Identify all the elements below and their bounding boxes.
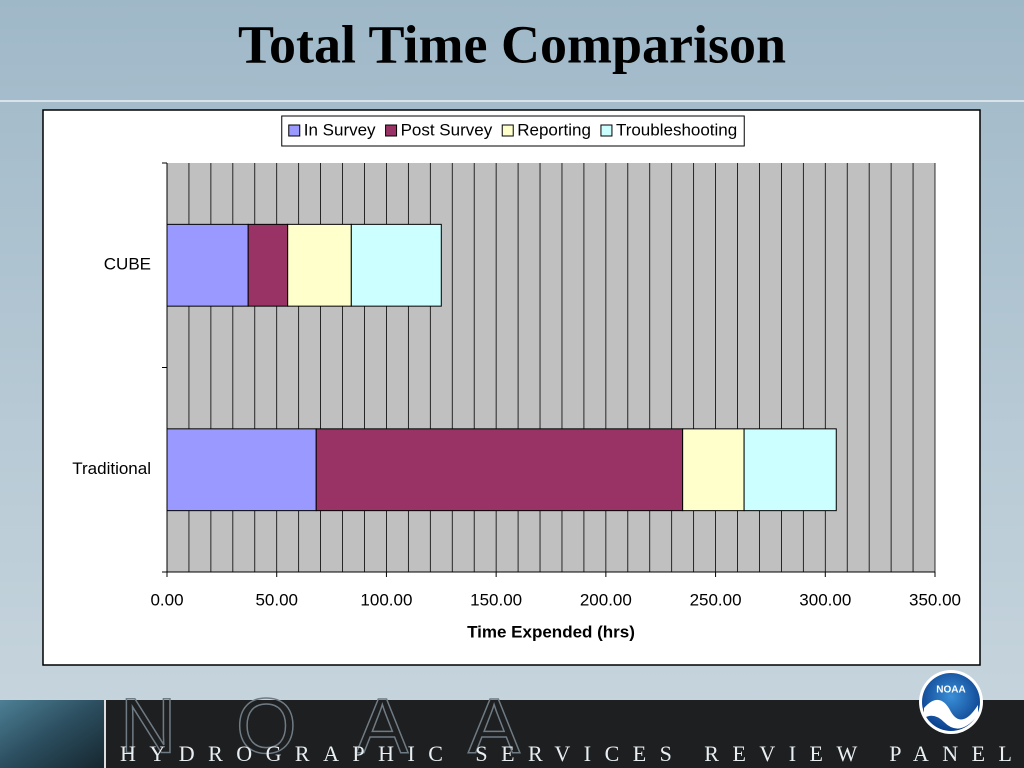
x-axis-title: Time Expended (hrs) [467, 622, 635, 641]
bar-segment [287, 223, 352, 307]
chart: 0.00 50.00 100.00 150.00 200.00 250.00 300.00 3… [72, 115, 961, 641]
bar-segment [682, 428, 745, 512]
logo-gull [924, 699, 978, 729]
bar-segment [247, 223, 289, 307]
x-tick-label: 250.00 [690, 590, 742, 609]
bar-segment [350, 223, 442, 307]
x-tick-label: 350.00 [909, 590, 961, 609]
legend-label: Troubleshooting [616, 120, 737, 139]
logo-text: NOAA [936, 685, 965, 696]
y-tick-label: CUBE [104, 255, 151, 274]
x-tick-label: 50.00 [255, 590, 298, 609]
legend-swatch [600, 124, 613, 137]
banner-photo [0, 700, 105, 768]
bar-segment [315, 428, 684, 512]
x-tick-label: 100.00 [360, 590, 412, 609]
x-tick-label: 0.00 [150, 590, 183, 609]
legend-label: Post Survey [401, 120, 493, 139]
x-tick-label: 300.00 [799, 590, 851, 609]
y-tick-label: Traditional [72, 459, 151, 478]
banner [0, 700, 1024, 768]
x-tick-label: 200.00 [580, 590, 632, 609]
legend-swatch [288, 124, 301, 137]
bar-segment [166, 223, 249, 307]
legend-label: Reporting [517, 120, 591, 139]
legend-label: In Survey [304, 120, 376, 139]
bar-segment [166, 428, 317, 512]
x-tick-label: 150.00 [470, 590, 522, 609]
slide-title: Total Time Comparison [238, 14, 786, 74]
legend-swatch [385, 124, 398, 137]
legend: In Survey Post Survey Reporting Troubleshoo… [281, 115, 745, 147]
bar-segment [743, 428, 837, 512]
legend-swatch [501, 124, 514, 137]
